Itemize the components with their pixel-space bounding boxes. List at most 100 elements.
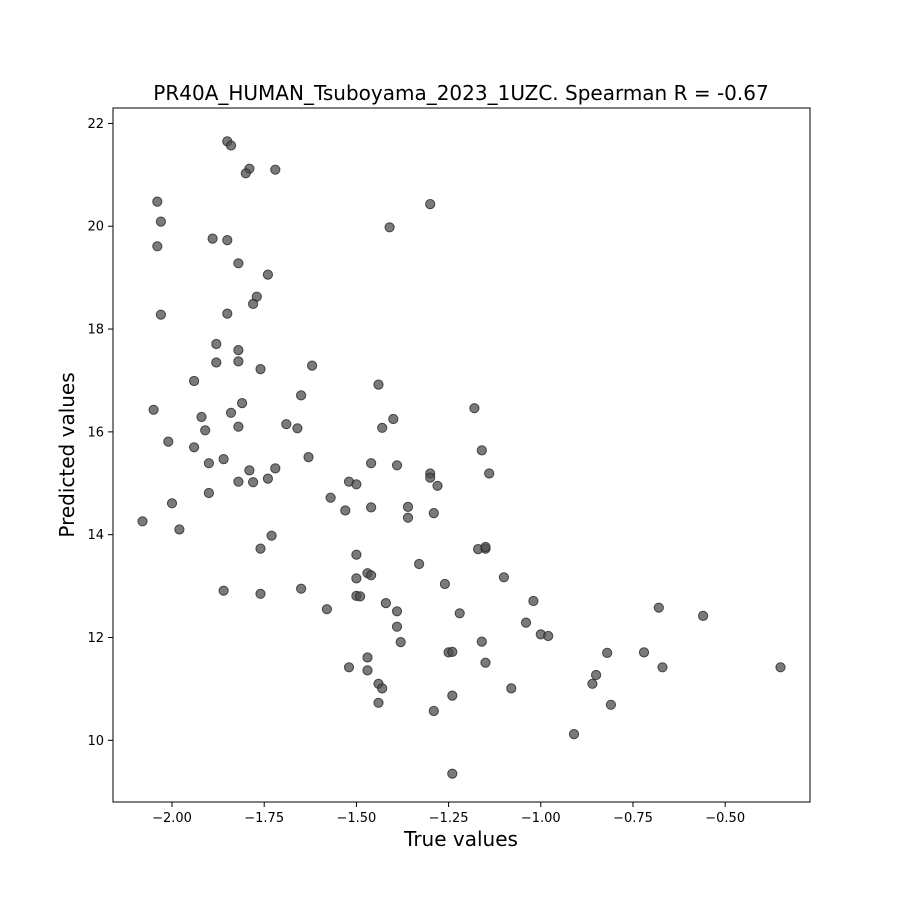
data-point bbox=[402, 512, 414, 523]
data-point bbox=[203, 487, 214, 499]
data-point bbox=[255, 364, 266, 375]
data-point bbox=[425, 472, 436, 483]
data-point bbox=[189, 375, 200, 387]
data-point bbox=[203, 458, 214, 469]
x-axis-label: True values bbox=[403, 827, 518, 851]
data-point bbox=[266, 530, 277, 541]
data-point bbox=[380, 598, 391, 609]
y-tick-label: 14 bbox=[87, 528, 104, 543]
x-axis-ticks: −2.00 −1.75 −1.50 −1.25 −1.00 −0.75 −0.50 bbox=[152, 802, 745, 826]
data-point bbox=[248, 477, 259, 488]
chart-title: PR40A_HUMAN_Tsuboyama_2023_1UZC. Spearma… bbox=[153, 81, 768, 105]
data-point bbox=[454, 608, 465, 619]
data-point bbox=[568, 729, 580, 740]
plot-frame bbox=[112, 107, 811, 803]
data-point bbox=[233, 356, 244, 367]
data-point bbox=[469, 403, 480, 414]
data-point bbox=[425, 199, 436, 210]
data-point bbox=[362, 665, 373, 676]
data-point bbox=[506, 683, 517, 694]
x-tick-label: −1.75 bbox=[244, 811, 284, 826]
data-point bbox=[480, 657, 491, 668]
data-point bbox=[366, 458, 377, 469]
data-point bbox=[196, 411, 207, 423]
data-point bbox=[237, 398, 248, 409]
y-tick-label: 12 bbox=[87, 631, 104, 646]
data-point bbox=[296, 390, 307, 401]
data-point bbox=[166, 498, 178, 509]
data-point bbox=[402, 501, 414, 512]
data-point bbox=[351, 549, 362, 560]
data-point bbox=[218, 585, 229, 596]
data-point bbox=[591, 669, 602, 681]
data-point bbox=[366, 502, 377, 513]
data-point bbox=[244, 465, 255, 476]
y-tick-label: 20 bbox=[87, 220, 104, 235]
data-point bbox=[225, 140, 237, 151]
data-point bbox=[325, 492, 336, 503]
data-point bbox=[351, 573, 362, 584]
data-point bbox=[233, 421, 244, 432]
data-point bbox=[255, 543, 266, 554]
data-point bbox=[233, 345, 244, 356]
data-point bbox=[476, 445, 487, 456]
data-point bbox=[292, 423, 303, 434]
data-point bbox=[233, 258, 244, 269]
data-point bbox=[355, 591, 366, 602]
data-point bbox=[391, 460, 403, 471]
data-point bbox=[602, 647, 613, 659]
y-axis-ticks: 10 12 14 16 18 20 22 bbox=[87, 117, 113, 749]
data-point bbox=[137, 516, 148, 527]
data-point bbox=[498, 572, 509, 583]
data-point bbox=[428, 507, 439, 519]
data-point bbox=[340, 505, 351, 516]
data-point bbox=[270, 463, 281, 474]
data-point bbox=[255, 588, 266, 599]
data-point bbox=[207, 233, 218, 244]
data-point bbox=[377, 683, 388, 694]
x-tick-label: −1.25 bbox=[429, 811, 469, 826]
data-point bbox=[638, 647, 650, 658]
data-point bbox=[281, 419, 292, 430]
data-point bbox=[520, 617, 532, 628]
x-tick-label: −0.75 bbox=[613, 811, 653, 826]
data-point bbox=[388, 413, 399, 425]
data-point bbox=[447, 646, 458, 658]
data-point bbox=[391, 621, 403, 632]
data-point bbox=[240, 168, 251, 179]
y-axis-label: Predicted values bbox=[55, 372, 79, 537]
data-point bbox=[296, 583, 307, 594]
data-point bbox=[200, 425, 211, 436]
data-point bbox=[605, 699, 617, 710]
data-point bbox=[222, 308, 233, 319]
data-point bbox=[484, 468, 495, 479]
data-point bbox=[155, 309, 166, 320]
data-point bbox=[262, 473, 273, 484]
data-point bbox=[432, 480, 443, 491]
data-point bbox=[270, 164, 281, 175]
data-point bbox=[321, 604, 332, 615]
y-tick-label: 10 bbox=[87, 734, 104, 749]
y-tick-label: 22 bbox=[87, 117, 104, 132]
data-point bbox=[152, 196, 163, 207]
data-point bbox=[303, 452, 314, 463]
data-point bbox=[362, 652, 373, 663]
data-point bbox=[428, 705, 439, 717]
data-point bbox=[148, 404, 159, 415]
data-point bbox=[211, 338, 222, 350]
x-tick-label: −1.50 bbox=[336, 811, 376, 826]
data-point bbox=[480, 541, 491, 553]
data-point bbox=[447, 690, 458, 701]
data-point bbox=[189, 442, 200, 453]
data-point bbox=[476, 636, 487, 647]
data-point bbox=[152, 241, 163, 252]
data-point bbox=[447, 768, 458, 779]
data-point bbox=[343, 662, 355, 673]
data-point bbox=[775, 662, 786, 673]
data-point bbox=[377, 422, 388, 433]
data-point bbox=[225, 407, 237, 418]
data-point bbox=[307, 360, 318, 371]
scatter-points bbox=[137, 136, 786, 779]
data-point bbox=[439, 578, 450, 590]
